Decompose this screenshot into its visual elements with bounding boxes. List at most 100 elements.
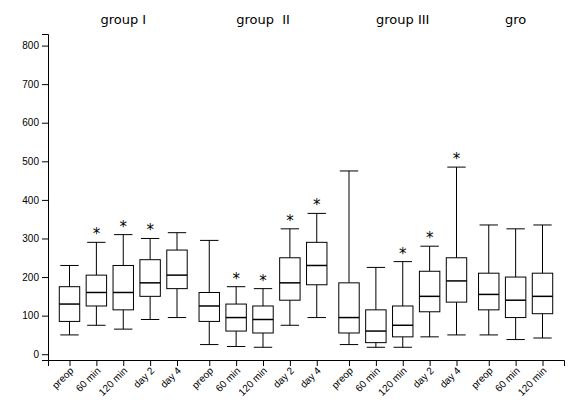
- box: [226, 287, 246, 347]
- x-axis: preop60 min120 minday 2day 4preop60 min1…: [49, 360, 565, 398]
- box: [199, 240, 219, 344]
- tick-label: 100: [22, 310, 39, 321]
- box: [446, 167, 466, 335]
- significance-mark: *: [426, 229, 434, 247]
- box-body: [366, 310, 386, 343]
- tick-label: 200: [22, 272, 39, 283]
- median: [59, 303, 79, 305]
- whisker-cap: [447, 334, 465, 335]
- tick: day 4: [298, 360, 323, 390]
- tick-label: 800: [22, 40, 39, 51]
- tick-mark: [123, 360, 124, 366]
- box: [366, 267, 386, 347]
- tick-label: day 4: [438, 365, 463, 390]
- tick-mark: [403, 360, 404, 366]
- tick-mark: [317, 360, 318, 366]
- median: [393, 325, 413, 327]
- tick-label: day 2: [131, 365, 156, 390]
- plot-area: [59, 167, 552, 347]
- group-label: gro: [505, 12, 526, 27]
- tick-mark: [543, 360, 544, 366]
- median: [307, 265, 327, 267]
- whisker-cap: [340, 344, 358, 345]
- whisker: [289, 229, 290, 258]
- whisker: [375, 267, 376, 309]
- tick: 700: [22, 79, 48, 90]
- box: [339, 171, 359, 345]
- whisker: [236, 287, 237, 304]
- box-body: [199, 292, 219, 321]
- whisker-cap: [87, 325, 105, 326]
- group-label: group I: [100, 12, 146, 27]
- significance-mark: *: [399, 245, 407, 263]
- tick-label: preop: [329, 365, 355, 391]
- whisker: [123, 235, 124, 266]
- whisker: [96, 242, 97, 275]
- box: [280, 229, 300, 325]
- box-body: [446, 258, 466, 302]
- median: [532, 296, 552, 298]
- whisker: [123, 310, 124, 329]
- median: [419, 296, 439, 298]
- whisker: [542, 314, 543, 338]
- significance-mark: *: [453, 150, 461, 168]
- tick-label: 500: [22, 156, 39, 167]
- box: [59, 265, 79, 334]
- whisker: [209, 321, 210, 344]
- tick-label: 0: [33, 349, 39, 360]
- whisker: [263, 333, 264, 347]
- box-body: [307, 242, 327, 284]
- tick: 120 min: [96, 360, 129, 398]
- whisker: [429, 246, 430, 271]
- tick-label: day 2: [411, 365, 436, 390]
- tick: day 4: [158, 360, 183, 390]
- median: [366, 330, 386, 332]
- tick-label: 700: [22, 79, 39, 90]
- box: [167, 233, 187, 318]
- tick-label: 400: [22, 195, 39, 206]
- whisker: [177, 289, 178, 318]
- median: [505, 299, 525, 301]
- tick-mark: [290, 360, 291, 366]
- tick: 400: [22, 195, 48, 206]
- tick: preop: [50, 360, 76, 391]
- tick-mark: [70, 360, 71, 366]
- group-label: group II: [236, 12, 290, 27]
- whisker-cap: [141, 319, 159, 320]
- whisker-cap: [200, 240, 218, 241]
- tick-label: 600: [22, 117, 39, 128]
- box: [479, 225, 499, 335]
- tick: 120 min: [376, 360, 409, 398]
- tick-label: day 4: [298, 365, 323, 390]
- whisker-cap: [60, 334, 78, 335]
- whisker: [515, 318, 516, 340]
- group-label: group III: [376, 12, 429, 27]
- tick-mark: [42, 84, 48, 85]
- whisker: [289, 300, 290, 325]
- tick: day 2: [131, 360, 156, 390]
- median: [479, 294, 499, 296]
- whisker-cap: [200, 344, 218, 345]
- tick-mark: [42, 277, 48, 278]
- y-axis: 0100200300400500600700800: [22, 35, 48, 361]
- tick: 800: [22, 40, 48, 51]
- whisker: [263, 289, 264, 306]
- whisker-cap: [281, 325, 299, 326]
- box-body: [59, 287, 79, 322]
- significance-mark: *: [259, 272, 267, 290]
- tick-mark: [42, 123, 48, 124]
- whisker-cap: [367, 347, 385, 348]
- whisker: [488, 225, 489, 273]
- box: [307, 213, 327, 317]
- box-body: [86, 275, 106, 306]
- tick: 200: [22, 272, 48, 283]
- whisker: [69, 321, 70, 335]
- whisker-cap: [114, 329, 132, 330]
- tick: 600: [22, 117, 48, 128]
- tick-mark: [42, 354, 48, 355]
- group-labels: group I group II group III gro: [100, 12, 526, 27]
- whisker-cap: [533, 338, 551, 339]
- median: [199, 305, 219, 307]
- whisker-cap: [367, 267, 385, 268]
- median: [446, 280, 466, 282]
